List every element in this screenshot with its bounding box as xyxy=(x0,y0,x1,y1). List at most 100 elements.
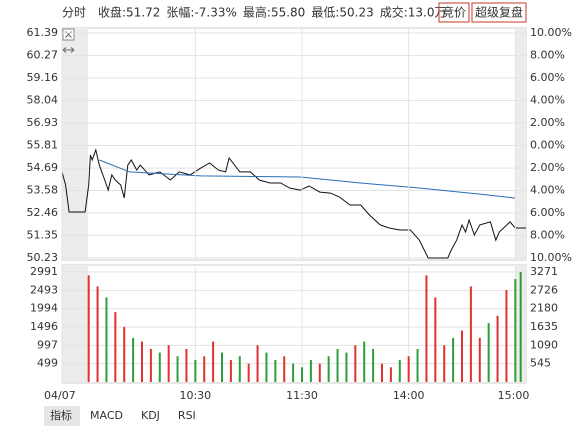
volume-bar xyxy=(212,341,215,382)
volume-bar xyxy=(123,326,126,382)
volume-bar xyxy=(132,337,135,382)
tab[interactable]: RSI xyxy=(178,409,196,422)
volume-bar xyxy=(185,348,188,382)
volume-bar xyxy=(221,352,223,382)
volume-bar xyxy=(381,363,383,382)
volume-bar xyxy=(443,345,446,382)
y-tick-label: 51.35 xyxy=(27,228,59,241)
x-tick-label: 15:00 xyxy=(498,389,530,402)
volume-bar xyxy=(461,330,463,382)
volume-bar xyxy=(487,323,490,382)
y2-tick-label: 2180 xyxy=(530,302,558,315)
y2-tick-label: 3271 xyxy=(530,265,558,278)
x-tick-label: 11:30 xyxy=(286,389,318,402)
header-label: 张幅: xyxy=(166,5,194,20)
price-line xyxy=(61,148,526,259)
x-tick-label: 14:00 xyxy=(393,389,425,402)
volume-bar xyxy=(336,348,339,382)
volume-bar xyxy=(114,312,117,382)
volume-bar xyxy=(167,345,170,382)
volume-bar xyxy=(238,356,241,382)
price-frame xyxy=(61,27,527,261)
expand-icon[interactable] xyxy=(62,47,75,53)
y2-tick-label: 0.00% xyxy=(530,139,565,152)
header-value: 51.72 xyxy=(126,6,160,20)
volume-bar xyxy=(505,290,508,382)
y-tick-label: 1496 xyxy=(30,320,58,333)
y-tick-label: 2493 xyxy=(30,283,58,296)
volume-bar xyxy=(478,337,481,382)
button-border xyxy=(438,2,470,23)
y-tick-label: 499 xyxy=(37,357,58,370)
y-tick-label: 61.39 xyxy=(27,26,59,39)
auction-band xyxy=(515,28,526,260)
y-tick-label: 50.23 xyxy=(27,251,59,264)
auction-band xyxy=(62,28,88,260)
y-tick-label: 60.27 xyxy=(27,49,59,62)
volume-bar xyxy=(141,341,143,382)
y-tick-label: 53.58 xyxy=(27,183,59,196)
header-label: 最高: xyxy=(243,5,271,20)
volume-bar xyxy=(407,356,410,382)
y2-tick-label: 10.00% xyxy=(530,26,572,39)
tab[interactable]: KDJ xyxy=(141,409,160,422)
volume-bar xyxy=(425,275,428,382)
header-button[interactable]: 超级复盘 xyxy=(475,5,523,20)
volume-bar xyxy=(345,352,348,382)
volume-bar xyxy=(309,359,312,382)
price-line xyxy=(99,159,516,199)
volume-bar xyxy=(434,297,437,382)
header-title: 分时 xyxy=(62,6,86,20)
y2-tick-label: 4.00% xyxy=(530,94,565,107)
y2-tick-label: 6.00% xyxy=(530,71,565,84)
volume-bar xyxy=(96,286,99,382)
y2-tick-label: 10.00% xyxy=(530,251,572,264)
y2-tick-label: 8.00% xyxy=(530,49,565,62)
y2-tick-label: 1090 xyxy=(530,338,558,351)
volume-bar xyxy=(318,363,321,382)
volume-bar xyxy=(105,297,108,382)
volume-bar xyxy=(274,359,277,382)
volume-bar xyxy=(354,345,357,382)
x-tick-label: 10:30 xyxy=(179,389,211,402)
header-label: 最低: xyxy=(311,6,339,20)
volume-bar xyxy=(194,359,197,382)
y-tick-label: 58.04 xyxy=(27,94,59,107)
volume-bar xyxy=(519,272,522,382)
volume-bar xyxy=(514,279,517,382)
y2-tick-label: 4.00% xyxy=(530,184,565,197)
header-label: 收盘: xyxy=(98,5,126,20)
auction-band xyxy=(62,265,88,383)
y2-tick-label: 8.00% xyxy=(530,229,565,242)
volume-bar xyxy=(292,363,295,382)
header-button[interactable]: 竞价 xyxy=(442,6,466,20)
y2-tick-label: 1635 xyxy=(530,320,558,333)
volume-bar xyxy=(247,363,250,382)
volume-bar xyxy=(363,341,366,382)
y-tick-label: 52.46 xyxy=(27,206,59,219)
y-tick-label: 55.81 xyxy=(27,139,59,152)
tab[interactable]: 指标 xyxy=(50,408,72,422)
y2-tick-label: 2.00% xyxy=(530,161,565,174)
volume-bar xyxy=(283,356,286,382)
volume-bar xyxy=(158,352,161,382)
volume-bar xyxy=(256,345,259,382)
header-value: 13.0万 xyxy=(408,6,447,20)
volume-bar xyxy=(203,356,206,382)
volume-bar xyxy=(301,367,303,382)
tab-bg xyxy=(44,406,80,426)
y-tick-label: 997 xyxy=(37,338,58,351)
volume-bar xyxy=(265,352,268,382)
header-label: 成交: xyxy=(380,5,408,20)
y-tick-label: 1994 xyxy=(30,302,58,315)
y2-tick-label: 2.00% xyxy=(530,116,565,129)
header-value: 50.23 xyxy=(339,6,373,20)
button-border xyxy=(471,2,527,23)
volume-bar xyxy=(496,315,499,382)
volume-bar xyxy=(416,348,419,382)
header-value: -7.33% xyxy=(194,6,236,20)
volume-bar xyxy=(452,337,455,382)
tab[interactable]: MACD xyxy=(90,409,123,422)
